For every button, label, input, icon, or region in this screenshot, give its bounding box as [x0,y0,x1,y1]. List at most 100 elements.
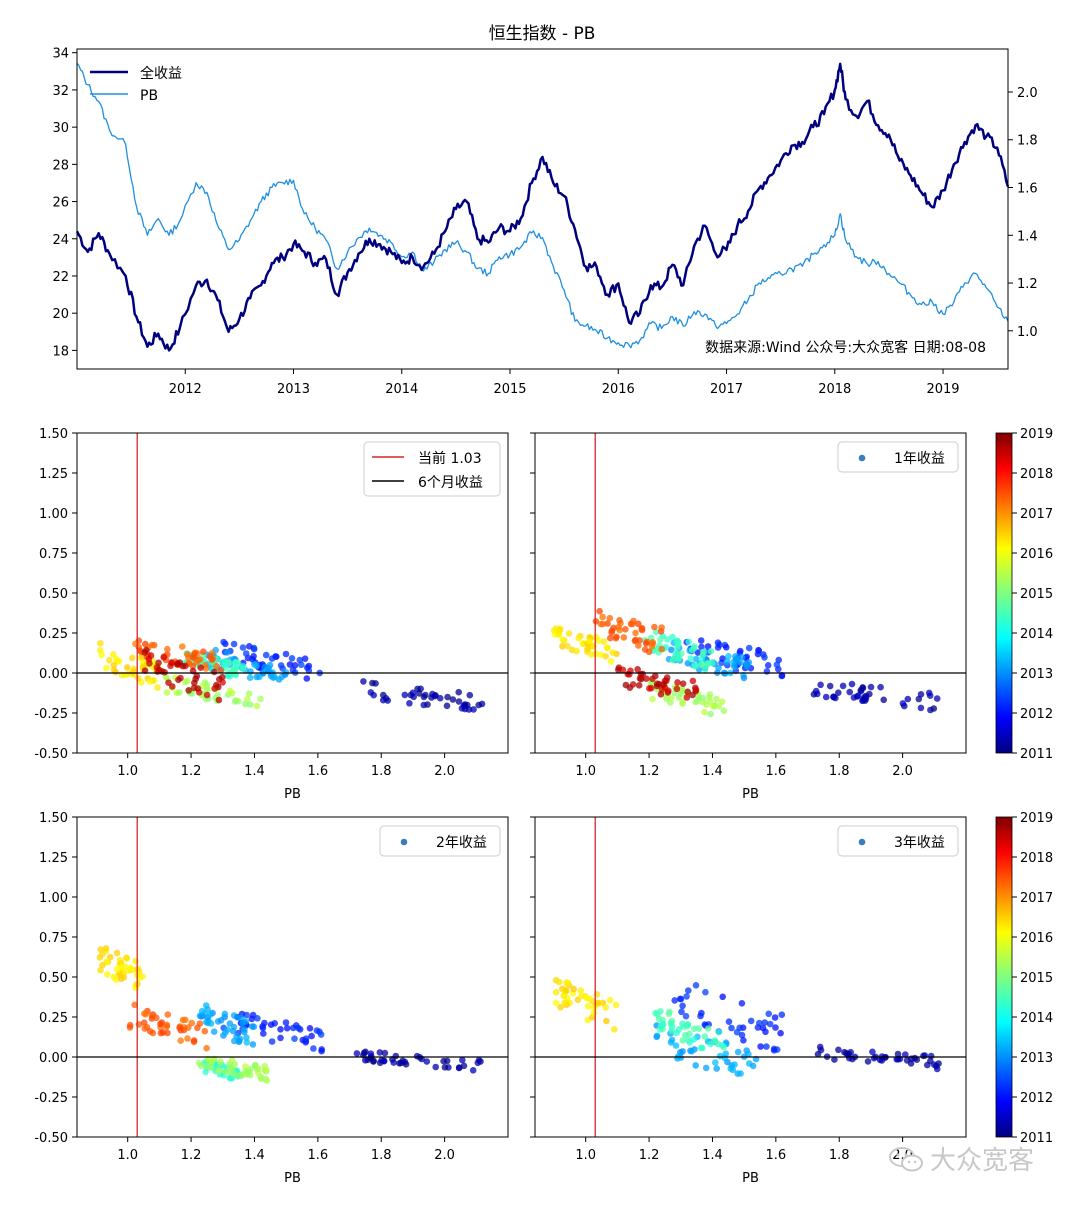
scatter-point [683,993,690,1000]
y-tick-label: 0.25 [39,627,68,642]
scatter-point [586,995,594,1003]
scatter-point [674,679,681,686]
x-tick-label: 2017 [710,382,743,397]
scatter-point [672,1042,680,1049]
scatter-point [380,691,387,699]
scatter-point [142,1010,149,1018]
y-right-tick-label: 1.4 [1017,229,1038,244]
scatter-point [764,662,772,669]
x-tick-label: 1.0 [117,1148,138,1163]
scatter-point [201,1027,209,1035]
scatter-point [110,651,117,658]
scatter-point [253,702,261,710]
y-tick-label: -0.50 [34,747,68,762]
scatter-point [390,1059,398,1066]
scatter-point [153,1014,160,1022]
y-left-tick-label: 32 [52,84,69,99]
x-tick-label: 1.8 [829,1148,850,1163]
scatter-point [353,1050,361,1057]
scatter-point [761,654,768,661]
scatter-point [658,645,665,653]
scatter-point [738,1031,746,1039]
scatter-point [765,1010,772,1018]
scatter-point [146,660,153,667]
scatter-point [810,691,818,698]
scatter-point [687,655,694,662]
scatter-point [381,1049,389,1057]
scatter-point [653,1033,660,1041]
scatter-point [715,1028,723,1036]
scatter-point [283,1024,291,1032]
scatter-point [691,643,698,650]
scatter-point [649,675,656,683]
x-tick-label: 1.0 [117,764,138,779]
scatter-point [132,957,139,965]
scatter-point [409,689,417,697]
scatter-point [555,631,562,638]
scatter-point [198,1013,205,1020]
y-left-tick-label: 26 [52,196,69,211]
scatter-point [702,988,709,996]
scatter-point [203,691,211,699]
scatter-point [197,1062,205,1070]
y-left-tick-label: 34 [52,47,69,62]
scatter-point [257,1075,265,1083]
scatter-point [718,698,726,705]
scatter-point [592,618,600,625]
y-right-tick-label: 1.0 [1017,325,1038,340]
scatter-point [626,671,633,678]
scatter-point [632,629,639,637]
scatter-point [244,695,251,703]
legend-label-current: 当前 1.03 [418,450,482,467]
scatter-point [822,693,830,701]
scatter-point [289,1024,297,1032]
scatter-point [595,637,602,644]
scatter-point [877,683,884,691]
scatter-point [196,1020,204,1027]
scatter-point [678,1008,685,1016]
scatter-point [754,1024,762,1031]
colorbar-tick-label: 2015 [1020,587,1053,602]
scatter-point [692,1062,699,1069]
scatter-point [257,695,264,703]
y-tick-label: 0.00 [39,1051,68,1066]
line-chart: 恒生指数 - PB 2012 2013 2014 2015 2016 2017 2018 20… [52,24,1037,397]
scatter-point [202,1002,210,1009]
x-tick-label: 1.6 [308,1148,329,1163]
scatter-point [594,999,601,1007]
scatter-point [703,701,710,708]
scatter-point [665,1010,673,1018]
scatter-point [211,668,218,676]
scatter-point [904,695,912,703]
colorbar-tick-label: 2016 [1020,931,1053,946]
colorbar-tick-label: 2013 [1020,667,1053,682]
scatter-point [862,695,870,703]
x-tick-label: 1.6 [766,764,787,779]
scatter-point [217,1017,225,1024]
scatter-point [253,673,260,681]
scatter-point [232,658,239,666]
y-tick-label: 1.25 [39,467,68,482]
scatter-point [306,1025,314,1032]
scatter-point [629,620,636,628]
scatter-legend: 当前 1.03 6个月收益 [363,441,501,497]
scatter-point [175,676,182,684]
y-left-tick-label: 22 [52,270,69,285]
scatter-point [725,1018,733,1025]
scatter-point [570,985,577,993]
scatter-point [759,1024,767,1032]
scatter-point [826,682,834,690]
legend-marker [858,454,866,462]
scatter-point [830,693,837,700]
scatter-point [243,1034,250,1041]
scatter-point [231,1060,239,1068]
scatter-point [713,695,720,703]
y-tick-label: 1.00 [39,891,68,906]
scatter-point [249,1023,256,1030]
scatter-point [559,636,566,643]
scatter-point [264,666,272,673]
scatter-point [878,1057,886,1064]
scatter-point [870,1054,878,1062]
scatter-point [97,967,104,974]
